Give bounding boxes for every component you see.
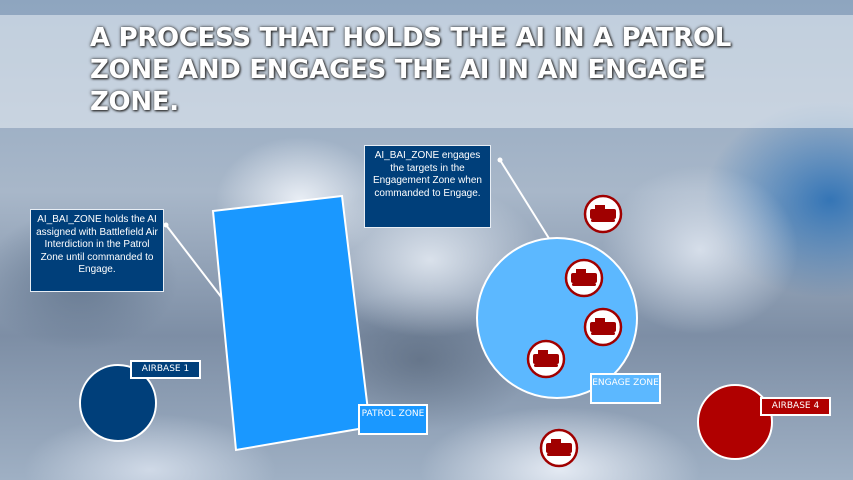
target-marker[interactable] — [564, 258, 604, 298]
slide-title: A PROCESS THAT HOLDS THE AI IN A PATROL … — [90, 23, 732, 117]
engage-zone-label: ENGAGE ZONE — [590, 373, 661, 404]
armored-vehicle-icon — [590, 205, 616, 222]
engage-callout: AI_BAI_ZONE engages the targets in the E… — [364, 145, 491, 228]
connector-dot — [497, 157, 503, 163]
airbase-4-label: AIRBASE 4 — [760, 397, 831, 416]
target-marker[interactable] — [526, 339, 566, 379]
armored-vehicle-icon — [533, 350, 559, 367]
airbase-1-label: AIRBASE 1 — [130, 360, 201, 379]
target-marker[interactable] — [583, 194, 623, 234]
airbase-1[interactable] — [79, 364, 157, 442]
patrol-zone-label: PATROL ZONE — [358, 404, 428, 435]
patrol-connector — [165, 224, 223, 299]
armored-vehicle-icon — [546, 439, 572, 456]
armored-vehicle-icon — [590, 318, 616, 335]
patrol-zone[interactable] — [211, 194, 372, 452]
patrol-callout: AI_BAI_ZONE holds the AI assigned with B… — [30, 209, 164, 292]
target-marker[interactable] — [539, 428, 579, 468]
target-marker[interactable] — [583, 307, 623, 347]
armored-vehicle-icon — [571, 269, 597, 286]
title-band — [0, 15, 853, 128]
connector-dot — [163, 222, 169, 228]
engage-connector — [499, 159, 551, 241]
airbase-4[interactable] — [697, 384, 773, 460]
